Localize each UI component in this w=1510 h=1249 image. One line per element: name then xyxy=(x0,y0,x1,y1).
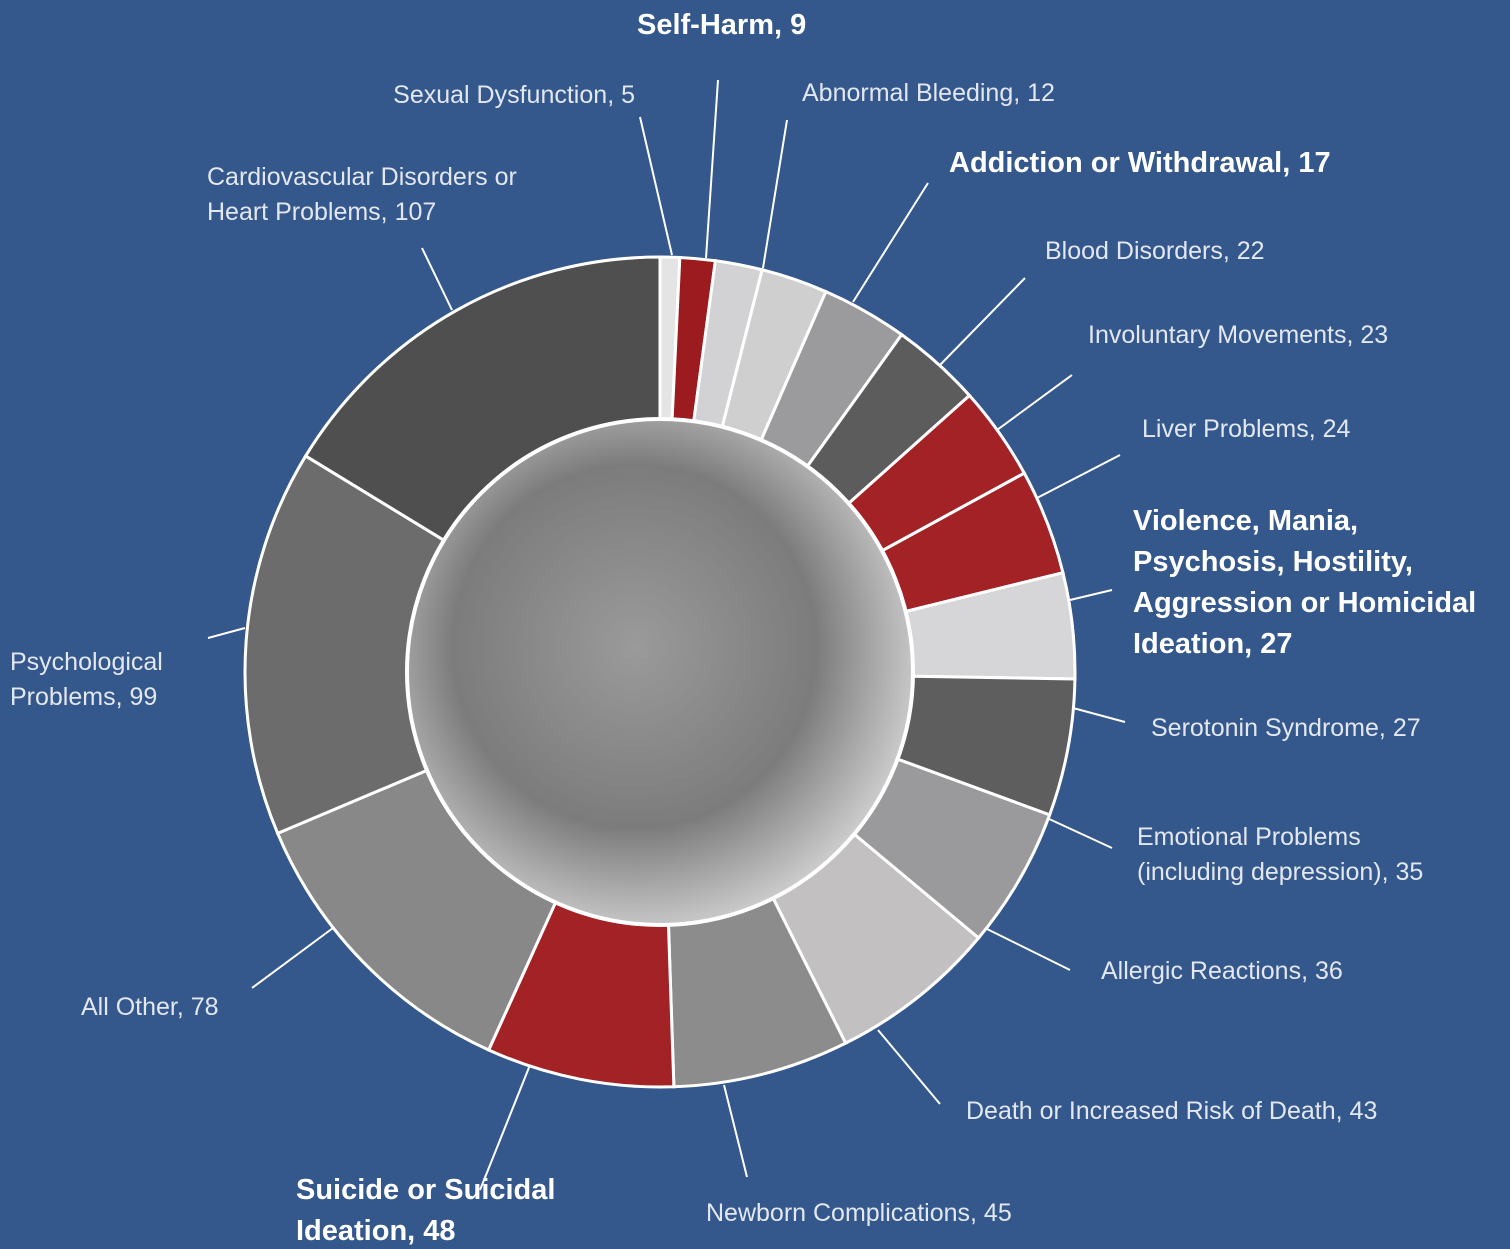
value-label: 99 xyxy=(129,683,158,711)
leader-line xyxy=(1069,589,1113,601)
segment-label: Sexual Dysfunction5 xyxy=(355,78,635,113)
leader-line xyxy=(996,374,1073,431)
category-label: Death or Increased Risk of Death xyxy=(966,1097,1350,1125)
leader-line xyxy=(1046,817,1113,849)
value-label: 107 xyxy=(394,198,437,226)
category-label: Sexual Dysfunction xyxy=(393,81,621,109)
category-label: Allergic Reactions xyxy=(1101,957,1315,985)
segment-label: Psychological Problems99 xyxy=(10,645,200,715)
value-label: 5 xyxy=(621,81,635,109)
leader-line xyxy=(984,927,1071,971)
category-label: Newborn Complications xyxy=(706,1199,984,1227)
segment-label: Involuntary Movements23 xyxy=(1088,318,1468,353)
leader-line xyxy=(705,79,719,259)
segment-label: Addiction or Withdrawal17 xyxy=(949,143,1429,184)
segment-label: Self-Harm9 xyxy=(637,5,897,46)
category-label: Liver Problems xyxy=(1142,415,1323,443)
leader-line xyxy=(723,1084,748,1178)
leader-line xyxy=(762,119,788,269)
value-label: 12 xyxy=(1027,79,1055,107)
segment-label: All Other78 xyxy=(81,990,281,1025)
segment-label: Emotional Problems (including depression… xyxy=(1137,820,1472,890)
value-label: 17 xyxy=(1298,147,1331,179)
segment-label: Newborn Complications45 xyxy=(706,1196,1086,1231)
segments xyxy=(243,255,1077,1089)
category-label: Serotonin Syndrome xyxy=(1151,714,1393,742)
value-label: 48 xyxy=(423,1215,456,1247)
leader-line xyxy=(479,1064,531,1191)
segment-label: Liver Problems24 xyxy=(1142,412,1442,447)
value-label: 9 xyxy=(790,9,807,41)
value-label: 24 xyxy=(1322,415,1351,443)
value-label: 35 xyxy=(1395,858,1424,886)
center-image xyxy=(405,417,915,927)
leader-line xyxy=(421,247,453,311)
leader-line xyxy=(1036,454,1121,499)
leader-line xyxy=(877,1029,941,1105)
category-label: Cardiovascular Disorders or Heart Proble… xyxy=(207,163,517,226)
leader-line xyxy=(939,277,1026,366)
value-label: 23 xyxy=(1360,321,1389,349)
value-label: 78 xyxy=(190,993,219,1021)
leader-lines xyxy=(207,79,1126,1191)
segment-label: Serotonin Syndrome27 xyxy=(1151,711,1491,746)
value-label: 22 xyxy=(1236,237,1265,265)
segment-label: Death or Increased Risk of Death43 xyxy=(966,1094,1446,1129)
value-label: 36 xyxy=(1315,957,1343,985)
segment-label: Abnormal Bleeding12 xyxy=(802,76,1122,111)
segment-label: Allergic Reactions36 xyxy=(1101,954,1421,989)
category-label: All Other xyxy=(81,993,191,1021)
category-label: Abnormal Bleeding xyxy=(802,79,1027,107)
leader-line xyxy=(207,627,246,639)
category-label: Involuntary Movements xyxy=(1088,321,1360,349)
value-label: 27 xyxy=(1392,714,1421,742)
leader-line xyxy=(251,927,334,989)
category-label: Addiction or Withdrawal xyxy=(949,147,1298,179)
category-label: Self-Harm xyxy=(637,9,790,41)
value-label: 27 xyxy=(1260,628,1293,660)
value-label: 43 xyxy=(1349,1097,1378,1125)
category-label: Emotional Problems (including depression… xyxy=(1137,823,1396,886)
value-label: 45 xyxy=(983,1199,1012,1227)
segment-label: Cardiovascular Disorders or Heart Proble… xyxy=(207,160,537,230)
segment-label: Suicide or Suicidal Ideation48 xyxy=(296,1170,626,1249)
category-label: Blood Disorders xyxy=(1045,237,1237,265)
segment-label: Blood Disorders22 xyxy=(1045,234,1345,269)
leader-line xyxy=(639,116,673,256)
segment-label: Violence, Mania, Psychosis, Hostility, A… xyxy=(1133,501,1508,665)
leader-line xyxy=(852,182,929,303)
leader-line xyxy=(1072,707,1126,723)
category-label: Violence, Mania, Psychosis, Hostility, A… xyxy=(1133,505,1476,660)
